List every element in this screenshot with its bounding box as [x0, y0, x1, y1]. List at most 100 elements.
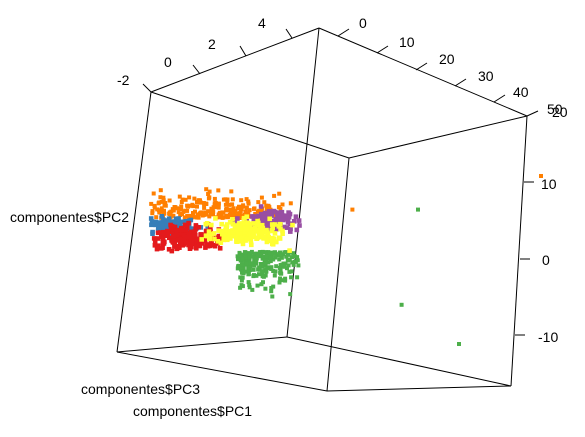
data-point: [278, 221, 283, 227]
data-point: [259, 211, 264, 217]
data-point: [185, 208, 190, 213]
data-point: [269, 267, 274, 271]
data-point: [173, 205, 178, 210]
data-point: [192, 234, 197, 240]
tick-label: 0: [359, 15, 367, 31]
data-point: [160, 222, 165, 227]
data-point: [291, 262, 296, 267]
data-point: [240, 262, 244, 267]
data-point: [251, 234, 257, 239]
data-point: [230, 202, 235, 207]
data-point: [151, 191, 156, 196]
data-point: [195, 200, 199, 205]
tick-label: 10: [541, 176, 557, 192]
data-point: [230, 197, 235, 202]
data-point: [212, 196, 217, 201]
data-point: [267, 251, 272, 256]
data-point: [199, 237, 204, 242]
data-point: [211, 231, 217, 236]
data-point: [285, 220, 291, 225]
data-point: [245, 220, 251, 226]
data-point: [247, 285, 252, 290]
axis-label-pc1: componentes$PC1: [133, 403, 252, 419]
data-point: [195, 204, 199, 209]
data-point: [232, 213, 237, 218]
data-point: [238, 285, 243, 290]
data-point: [225, 237, 230, 243]
data-point: [278, 270, 283, 275]
data-point: [234, 236, 239, 241]
data-point: [227, 202, 232, 207]
data-point: [152, 205, 157, 210]
data-point: [295, 275, 300, 280]
data-point: [168, 226, 174, 232]
data-point: [173, 236, 179, 242]
tick-mark: [526, 110, 539, 117]
data-point: [262, 261, 267, 266]
data-point: [278, 226, 283, 232]
data-point: [203, 229, 209, 235]
data-point: [218, 228, 224, 234]
data-point: [201, 212, 206, 217]
data-point: [197, 238, 202, 244]
data-point: [175, 223, 181, 229]
data-point: [262, 200, 267, 205]
tick-mark: [415, 62, 428, 71]
data-point: [239, 267, 244, 272]
data-point: [157, 210, 162, 215]
data-point: [207, 189, 212, 194]
data-point: [240, 234, 246, 240]
data-point: [290, 255, 294, 260]
data-point: [259, 252, 264, 257]
data-point: [290, 222, 295, 228]
tick-label: 4: [258, 15, 266, 31]
data-point: [152, 239, 158, 244]
data-point: [268, 256, 273, 260]
data-point: [236, 264, 241, 269]
data-point: [255, 283, 260, 288]
data-point: [238, 213, 243, 218]
data-point: [247, 223, 253, 229]
data-point: [167, 198, 172, 203]
data-point: [277, 265, 282, 270]
data-point: [212, 243, 218, 249]
data-point: [159, 199, 164, 204]
data-point: [256, 229, 261, 235]
data-point: [226, 229, 232, 234]
data-point: [234, 239, 240, 244]
data-point: [247, 265, 252, 270]
tick-label: 10: [399, 34, 415, 50]
data-points: [148, 174, 543, 346]
data-point: [292, 219, 297, 224]
data-point: [254, 259, 259, 263]
data-point: [278, 210, 284, 215]
data-point: [244, 236, 249, 241]
box-edge-left-vertical: [116, 91, 152, 353]
data-point: [240, 275, 245, 280]
data-point: [202, 205, 207, 210]
data-point: [264, 239, 270, 245]
tick-mark: [376, 45, 389, 54]
tick-label: 40: [513, 84, 529, 100]
data-point: [178, 236, 183, 242]
data-point: [163, 203, 168, 208]
data-point: [260, 269, 265, 274]
data-point: [237, 204, 241, 209]
data-point: [155, 236, 161, 241]
data-point: [149, 222, 154, 228]
data-point: [182, 222, 188, 228]
data-point: [295, 255, 300, 260]
data-point: [206, 209, 211, 214]
data-point: [170, 238, 175, 244]
data-point: [196, 243, 202, 249]
data-point: [191, 211, 195, 215]
data-point: [216, 188, 221, 193]
data-point: [259, 195, 264, 200]
tick-label: -10: [538, 329, 558, 345]
data-point: [225, 197, 230, 202]
data-point: [159, 214, 165, 219]
data-point: [293, 214, 299, 219]
data-point: [193, 223, 199, 228]
tick-mark: [142, 83, 152, 93]
tick-mark: [337, 28, 350, 37]
